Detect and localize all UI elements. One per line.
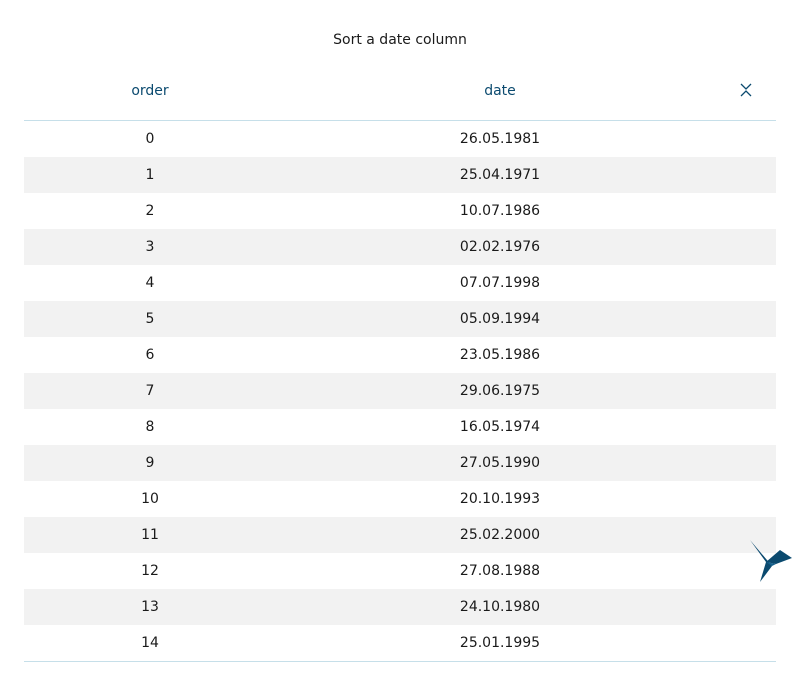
table-row: 4 07.07.1998: [24, 265, 776, 301]
cell-order: 6: [145, 347, 155, 363]
cell-date: 27.05.1990: [459, 455, 541, 471]
table-row: 12 27.08.1988: [24, 553, 776, 589]
table-row: 11 25.02.2000: [24, 517, 776, 553]
cell-date: 07.07.1998: [459, 275, 541, 291]
table-row: 1 25.04.1971: [24, 157, 776, 193]
table-row: 2 10.07.1986: [24, 193, 776, 229]
table-body: 0 26.05.1981 1 25.04.1971 2 10.07.1986 3 02.02.…: [24, 121, 776, 662]
cell-date: 25.02.2000: [459, 527, 541, 543]
page-title: Sort a date column: [333, 32, 467, 48]
cell-date: 26.05.1981: [459, 131, 541, 147]
table-row: 10 20.10.1993: [24, 481, 776, 517]
cell-order: 7: [145, 383, 155, 399]
cell-date: 02.02.1976: [459, 239, 541, 255]
hummingbird-logo-icon: [746, 536, 794, 584]
table-header: order date: [24, 72, 776, 121]
cell-order: 11: [141, 527, 159, 543]
cell-date: 10.07.1986: [459, 203, 541, 219]
cell-date: 05.09.1994: [459, 311, 541, 327]
cell-order: 3: [145, 239, 155, 255]
table-row: 9 27.05.1990: [24, 445, 776, 481]
cell-order: 10: [141, 491, 159, 507]
cell-date: 24.10.1980: [459, 599, 541, 615]
column-header-order[interactable]: order: [131, 83, 169, 99]
table-row: 13 24.10.1980: [24, 589, 776, 625]
cell-date: 25.04.1971: [459, 167, 541, 183]
column-header-date[interactable]: date: [484, 83, 516, 99]
cell-date: 20.10.1993: [459, 491, 541, 507]
data-table: order date 0 26.05.1981 1 25.04.1971 2 10.07.…: [24, 72, 776, 662]
table-row: 8 16.05.1974: [24, 409, 776, 445]
cell-date: 29.06.1975: [459, 383, 541, 399]
cell-date: 16.05.1974: [459, 419, 541, 435]
cell-order: 1: [145, 167, 155, 183]
table-row: 3 02.02.1976: [24, 229, 776, 265]
cell-order: 4: [145, 275, 155, 291]
cell-date: 25.01.1995: [459, 635, 541, 651]
cell-order: 9: [145, 455, 155, 471]
cell-date: 23.05.1986: [459, 347, 541, 363]
cell-order: 8: [145, 419, 155, 435]
cell-order: 5: [145, 311, 155, 327]
cell-order: 14: [141, 635, 159, 651]
table-row: 6 23.05.1986: [24, 337, 776, 373]
table-row: 5 05.09.1994: [24, 301, 776, 337]
cell-order: 0: [145, 131, 155, 147]
cell-order: 13: [141, 599, 159, 615]
cell-date: 27.08.1988: [459, 563, 541, 579]
cell-order: 12: [141, 563, 159, 579]
table-row: 0 26.05.1981: [24, 121, 776, 157]
cell-order: 2: [145, 203, 155, 219]
sort-toggle-icon[interactable]: [738, 82, 754, 98]
table-row: 14 25.01.1995: [24, 625, 776, 661]
table-row: 7 29.06.1975: [24, 373, 776, 409]
